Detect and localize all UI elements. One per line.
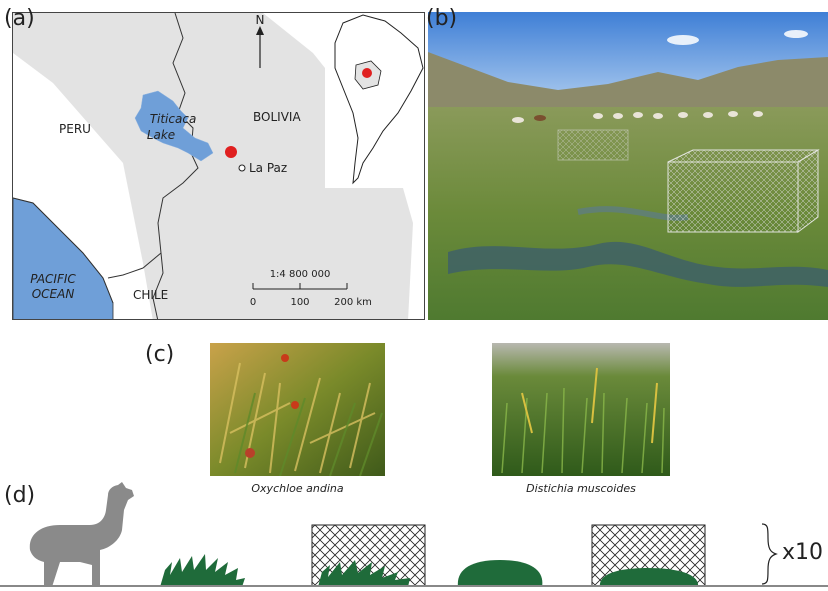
label-lake-1: Titicaca [150,112,197,126]
label-ocean-2: OCEAN [32,287,75,301]
north-arrow-head [256,26,264,35]
mountains [428,52,828,122]
exclosure-icon-1 [311,524,426,588]
scale-tick-1: 100 [290,297,309,308]
replicate-brace [761,523,778,585]
replicate-label: x10 [782,540,824,565]
border-peru-chile [107,252,162,279]
field-photo [428,12,828,320]
label-peru: PERU [59,122,91,136]
llama-icon [29,482,134,587]
label-lake-2: Lake [147,128,175,142]
stream [448,241,828,287]
exclosure-cage-far [557,129,629,161]
la-paz-marker [238,164,246,172]
exclosure-cage [667,149,820,233]
species-photo-oxychloe [210,343,385,476]
scale-tick-2: 200 km [334,297,372,308]
treatment-diagram [0,480,828,588]
altiplano-region [13,13,413,319]
map-panel: N PERU BOLIVIA CHILE Titicaca Lake PACIF… [12,12,425,320]
south-america-outline [334,14,424,185]
exclosure-icon-2 [591,524,706,588]
panel-label-a: (a) [4,6,35,31]
oxychloe-icon [160,554,245,587]
label-la-paz: La Paz [249,161,287,175]
inset-map [325,13,424,188]
panel-label-c: (c) [145,342,175,367]
panel-label-b: (b) [426,6,458,31]
scale-ratio: 1:4 800 000 [270,269,331,280]
border-bolivia-chile [152,252,164,319]
north-label: N [256,13,265,27]
label-chile: CHILE [133,288,168,302]
study-site-marker [225,146,237,158]
livestock-herd [512,111,763,123]
inset-site-marker [362,68,372,78]
scale-tick-0: 0 [250,297,256,308]
label-ocean-1: PACIFIC [30,272,76,286]
species-caption-oxychloe: Oxychloe andina [251,482,344,495]
pacific-ocean [13,197,114,319]
species-photo-distichia [492,343,670,476]
coastline [13,197,114,304]
species-caption-distichia: Distichia muscoides [526,482,636,495]
titicaca-lake [134,90,214,162]
panel-label-d: (d) [4,483,36,508]
map-svg: N PERU BOLIVIA CHILE Titicaca Lake PACIF… [13,13,424,319]
distichia-icon [457,560,543,587]
label-bolivia: BOLIVIA [253,110,301,124]
